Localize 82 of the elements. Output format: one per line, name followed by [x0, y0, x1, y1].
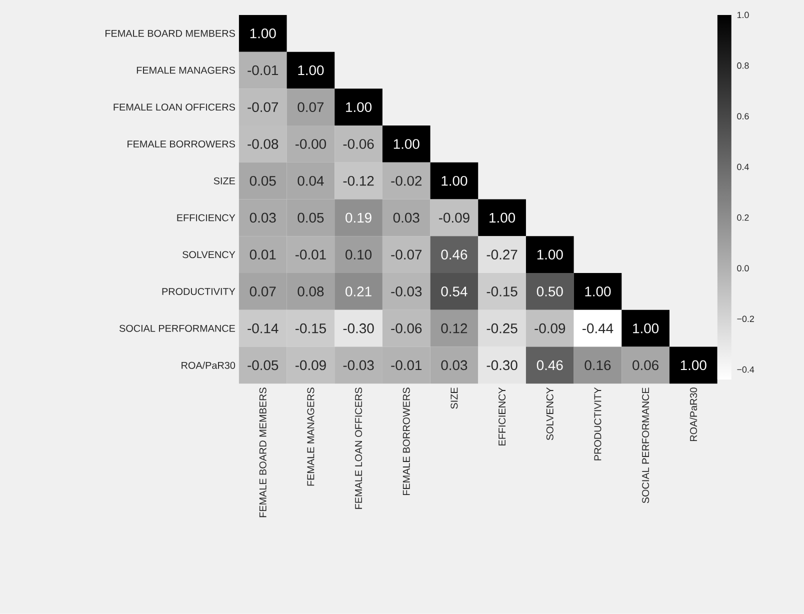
- data-label: 1.00: [537, 250, 563, 260]
- data-label: -0.05: [248, 360, 278, 370]
- data-label: 1.00: [490, 212, 516, 223]
- data-label: 1.00: [346, 102, 372, 112]
- x-tick-label: SOLVENCY: [546, 387, 554, 440]
- data-label: 1.00: [680, 360, 706, 370]
- data-label: 0.03: [250, 212, 276, 223]
- x-tick-label: FEMALE LOAN OFFICERS: [355, 388, 362, 509]
- data-label: -0.12: [343, 176, 374, 186]
- y-tick-label: ROA/PaR30: [182, 362, 236, 369]
- color-bar-label: 0.2: [737, 214, 749, 221]
- data-label: 1.00: [298, 65, 324, 76]
- data-label: 0.19: [346, 212, 372, 223]
- x-tick-label: SOCIAL PERFORMANCE: [642, 388, 650, 504]
- color-bar-label: −0.4: [737, 366, 754, 373]
- data-label: 0.50: [536, 286, 563, 296]
- data-label: -0.07: [248, 102, 278, 112]
- data-label: 0.16: [584, 360, 611, 370]
- color-bar-label: 0.6: [737, 113, 749, 120]
- data-label: 0.46: [441, 250, 468, 260]
- data-label: -0.27: [486, 250, 518, 260]
- color-bar-label: 1.0: [737, 12, 749, 18]
- y-tick-label: SOCIAL PERFORMANCE: [119, 324, 236, 332]
- x-tick-label: SIZE: [450, 388, 458, 409]
- y-tick-label: FEMALE MANAGERS: [136, 66, 235, 74]
- data-label: 0.21: [346, 286, 372, 296]
- data-label: -0.01: [248, 65, 278, 76]
- data-label: 0.46: [536, 360, 563, 370]
- data-label: 1.00: [585, 286, 611, 296]
- data-label: -0.25: [486, 323, 518, 334]
- color-bar-label: 0.0: [737, 265, 749, 272]
- data-label: 1.00: [442, 176, 468, 186]
- data-label: -0.00: [295, 139, 326, 149]
- data-label: 1.00: [250, 28, 276, 38]
- data-label: 0.03: [441, 360, 468, 370]
- data-label: 0.03: [393, 212, 420, 223]
- data-label: -0.30: [486, 360, 518, 370]
- x-tick-label: PRODUCTIVITY: [594, 387, 602, 460]
- data-label: 0.07: [298, 102, 324, 112]
- data-label: -0.01: [295, 250, 326, 260]
- x-tick-label: FEMALE BORROWERS: [402, 388, 410, 496]
- data-label: 0.05: [250, 176, 276, 186]
- y-tick-label: FEMALE LOAN OFFICERS: [114, 104, 235, 111]
- data-label: -0.09: [438, 212, 470, 223]
- data-label: -0.01: [391, 360, 422, 370]
- data-label: -0.03: [343, 360, 374, 370]
- data-label: 0.04: [298, 176, 324, 186]
- x-tick-label: ROA/PaR30: [690, 388, 698, 442]
- y-tick-label: SOLVENCY: [182, 251, 236, 258]
- data-label: 0.54: [441, 286, 468, 296]
- data-label: 0.08: [298, 286, 324, 296]
- data-label: -0.09: [295, 360, 326, 370]
- data-label: 0.06: [632, 360, 658, 370]
- color-bar-label: 0.8: [737, 62, 749, 69]
- data-label: -0.15: [486, 286, 518, 296]
- data-label: -0.30: [343, 323, 374, 334]
- y-tick-label: PRODUCTIVITY: [162, 288, 236, 296]
- y-tick-label: EFFICIENCY: [177, 214, 236, 222]
- data-label: 1.00: [633, 323, 659, 334]
- data-label: -0.15: [295, 323, 326, 334]
- y-tick-label: FEMALE BOARD MEMBERS: [106, 30, 235, 37]
- x-tick-label: FEMALE MANAGERS: [307, 388, 314, 486]
- data-label: -0.07: [391, 250, 422, 260]
- data-label: 0.05: [298, 212, 324, 223]
- x-tick-label: EFFICIENCY: [498, 387, 506, 446]
- data-label: -0.06: [391, 323, 422, 334]
- data-label: 0.01: [250, 250, 276, 260]
- color-bar-label: 0.4: [737, 164, 749, 170]
- y-tick-label: FEMALE BORROWERS: [128, 140, 235, 148]
- data-label: 0.10: [346, 250, 372, 260]
- data-label: -0.14: [248, 323, 278, 334]
- data-label: 0.07: [250, 286, 276, 296]
- data-label: -0.03: [391, 286, 422, 296]
- data-label: 1.00: [394, 139, 420, 149]
- data-label: -0.44: [582, 323, 614, 334]
- data-label: -0.02: [391, 176, 422, 186]
- data-label: -0.06: [343, 139, 374, 149]
- data-label: 0.12: [441, 323, 468, 334]
- data-label: -0.08: [248, 139, 278, 149]
- color-bar-label: −0.2: [737, 316, 754, 322]
- data-label: -0.09: [534, 323, 566, 334]
- y-tick-label: SIZE: [214, 177, 236, 184]
